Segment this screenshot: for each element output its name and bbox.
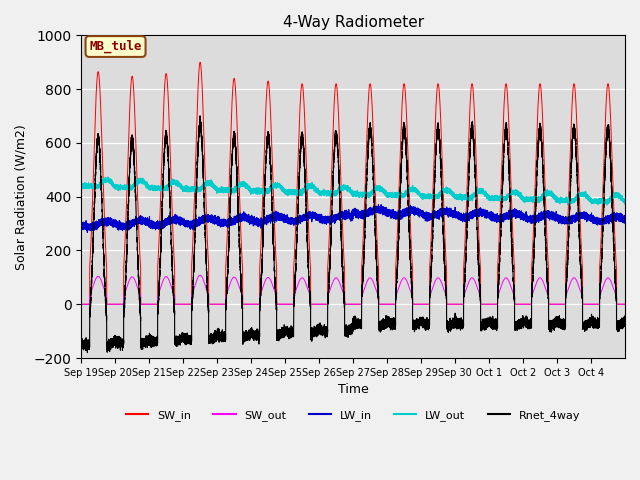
- Line: LW_in: LW_in: [81, 204, 625, 232]
- SW_out: [77, 301, 85, 307]
- LW_in: [265, 220, 273, 226]
- LW_out: [126, 182, 134, 188]
- X-axis label: Time: Time: [338, 383, 369, 396]
- LW_in: [126, 220, 134, 226]
- Rnet_4way: [196, 113, 204, 119]
- LW_out: [621, 201, 629, 206]
- SW_out: [196, 272, 204, 278]
- LW_in: [575, 213, 582, 219]
- Rnet_4way: [621, 318, 629, 324]
- LW_out: [575, 193, 582, 199]
- SW_in: [575, 172, 582, 178]
- SW_in: [126, 106, 134, 112]
- LW_out: [538, 193, 545, 199]
- SW_in: [621, 301, 629, 307]
- SW_out: [227, 278, 235, 284]
- Line: LW_out: LW_out: [81, 177, 625, 205]
- Rnet_4way: [575, 212, 582, 217]
- Rnet_4way: [83, 349, 91, 355]
- LW_in: [83, 229, 91, 235]
- Line: SW_out: SW_out: [81, 275, 625, 304]
- Title: 4-Way Radiometer: 4-Way Radiometer: [282, 15, 424, 30]
- SW_in: [498, 159, 506, 165]
- LW_in: [538, 212, 545, 217]
- LW_out: [77, 183, 85, 189]
- LW_in: [378, 202, 385, 207]
- SW_in: [265, 79, 273, 85]
- LW_in: [498, 214, 506, 219]
- SW_out: [126, 276, 134, 282]
- Rnet_4way: [227, 180, 235, 186]
- Line: Rnet_4way: Rnet_4way: [81, 116, 625, 352]
- SW_in: [77, 301, 85, 307]
- LW_in: [621, 217, 629, 223]
- SW_out: [538, 276, 545, 282]
- LW_in: [227, 218, 235, 224]
- Rnet_4way: [498, 198, 506, 204]
- SW_out: [621, 301, 629, 307]
- Rnet_4way: [126, 168, 134, 173]
- Legend: SW_in, SW_out, LW_in, LW_out, Rnet_4way: SW_in, SW_out, LW_in, LW_out, Rnet_4way: [122, 406, 584, 425]
- LW_out: [498, 197, 506, 203]
- SW_in: [227, 122, 235, 128]
- Y-axis label: Solar Radiation (W/m2): Solar Radiation (W/m2): [15, 124, 28, 270]
- Text: MB_tule: MB_tule: [90, 40, 142, 53]
- LW_in: [77, 221, 85, 227]
- Line: SW_in: SW_in: [81, 62, 625, 304]
- SW_in: [538, 95, 545, 100]
- SW_out: [575, 283, 582, 288]
- Rnet_4way: [77, 338, 85, 344]
- Rnet_4way: [265, 130, 273, 135]
- SW_out: [265, 275, 273, 280]
- LW_out: [603, 202, 611, 208]
- LW_out: [265, 188, 273, 193]
- LW_out: [104, 174, 112, 180]
- SW_in: [196, 60, 204, 65]
- LW_out: [227, 187, 235, 193]
- SW_out: [498, 282, 506, 288]
- Rnet_4way: [538, 138, 545, 144]
